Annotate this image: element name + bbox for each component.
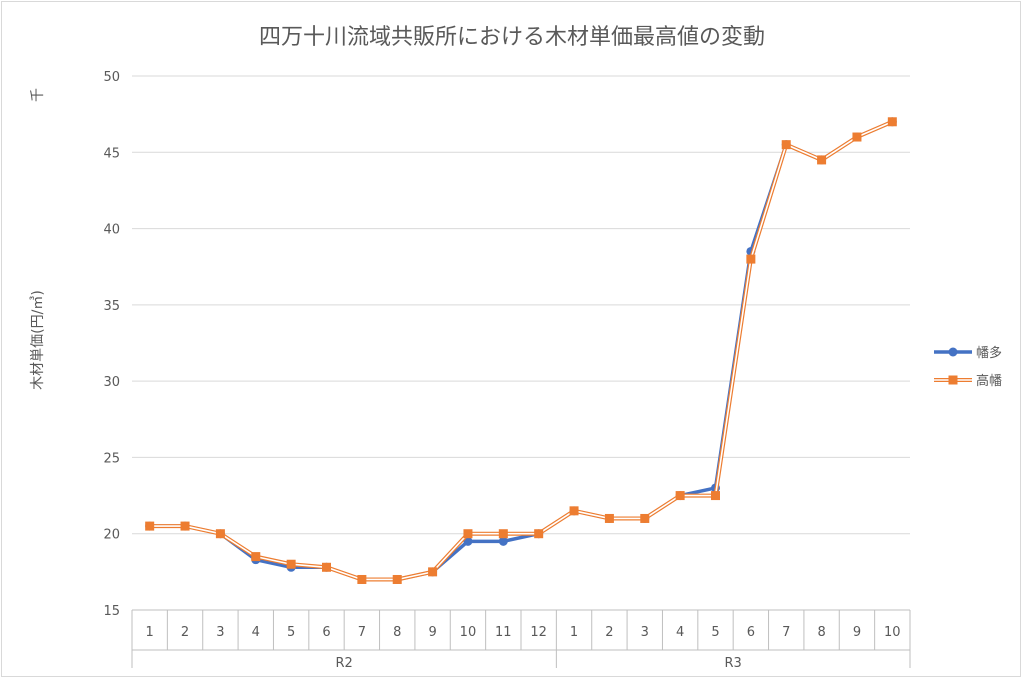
data-point (569, 506, 579, 516)
y-axis-unit: 千 (30, 88, 46, 102)
plot-area (145, 117, 897, 584)
data-point (675, 491, 685, 501)
x-tick-label: 8 (393, 625, 401, 640)
data-point (746, 254, 756, 264)
x-tick-label: 1 (570, 625, 578, 640)
y-tick-label: 45 (103, 146, 120, 161)
legend-label: 高幡 (976, 373, 1002, 389)
data-point (640, 513, 650, 523)
x-tick-label: 5 (287, 625, 295, 640)
data-point (604, 513, 614, 523)
x-tick-label: 3 (641, 625, 649, 640)
x-tick-label: 2 (181, 625, 189, 640)
x-tick-label: 6 (747, 625, 755, 640)
series-2 (145, 117, 897, 584)
x-tick-label: 11 (495, 625, 512, 640)
legend-swatch-marker (948, 347, 958, 357)
data-point (322, 562, 331, 572)
data-point (498, 529, 508, 539)
x-tick-label: 7 (782, 625, 790, 640)
legend-item-2[interactable]: 高幡 (934, 373, 1002, 389)
data-point (145, 521, 155, 531)
series-line (149, 119, 894, 582)
data-point (392, 574, 402, 584)
y-tick-label: 20 (103, 528, 120, 543)
chart-title: 四万十川流域共販所における木材単価最高値の変動 (259, 25, 765, 50)
data-point (251, 552, 261, 562)
x-tick-label: 2 (605, 625, 613, 640)
data-point (817, 155, 827, 165)
data-point (180, 521, 190, 531)
x-tick-label: 1 (146, 625, 154, 640)
x-tick-label: 5 (711, 625, 719, 640)
y-tick-label: 35 (103, 299, 120, 314)
data-point (534, 529, 544, 539)
data-point (498, 536, 508, 546)
y-tick-label: 50 (103, 70, 120, 85)
data-point (852, 132, 862, 142)
y-tick-label: 25 (103, 451, 120, 466)
x-group-label: R2 (336, 656, 353, 671)
x-tick-label: 4 (676, 625, 684, 640)
y-tick-label: 15 (103, 604, 120, 619)
x-tick-label: 10 (460, 625, 477, 640)
x-tick-label: 7 (358, 625, 366, 640)
data-point (463, 536, 473, 546)
y-axis-ticks: 15 20 25 30 35 40 45 50 (103, 70, 120, 619)
x-tick-label: 12 (530, 625, 547, 640)
series-line-inner (149, 121, 893, 581)
x-tick-label: 3 (216, 625, 224, 640)
y-tick-label: 40 (103, 223, 120, 238)
data-point (215, 529, 225, 539)
legend-swatch-marker (948, 375, 958, 385)
data-point (357, 574, 367, 584)
x-tick-label: 9 (853, 625, 861, 640)
gridlines (132, 75, 910, 611)
data-point (428, 567, 438, 577)
x-tick-label: 10 (884, 625, 901, 640)
legend-item-1[interactable]: 幡多 (934, 345, 1002, 361)
data-point (711, 491, 720, 501)
data-point (887, 117, 897, 127)
data-point (463, 529, 473, 539)
y-tick-label: 30 (103, 375, 120, 390)
series-1 (145, 117, 897, 584)
x-tick-label: 9 (428, 625, 436, 640)
data-point (781, 140, 791, 150)
x-tick-label: 8 (817, 625, 825, 640)
x-tick-label: 4 (252, 625, 260, 640)
series-line (149, 120, 894, 582)
x-group-label: R3 (725, 656, 742, 671)
legend-label: 幡多 (976, 345, 1002, 361)
data-point (286, 559, 296, 569)
y-axis-label: 木材単価(円/㎥) (30, 290, 46, 390)
x-tick-label: 6 (322, 625, 330, 640)
